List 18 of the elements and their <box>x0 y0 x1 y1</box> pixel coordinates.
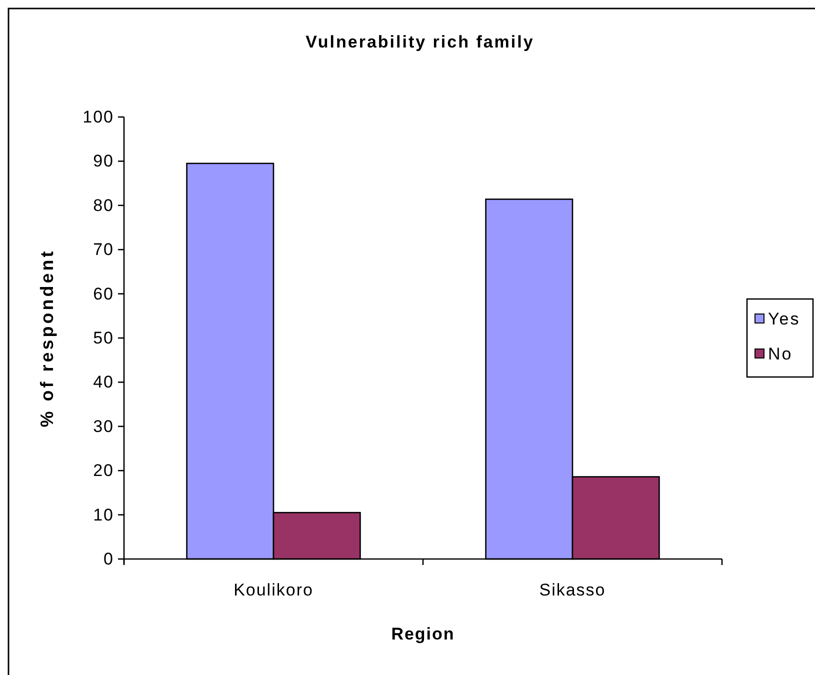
legend-label: Yes <box>768 310 800 328</box>
legend-label: No <box>768 344 793 364</box>
y-tick-label: 70 <box>93 240 114 260</box>
y-tick-label: 10 <box>93 505 114 524</box>
y-axis-title: % of respondent <box>37 248 57 428</box>
x-tick-label: Sikasso <box>539 580 606 600</box>
y-tick-label: 90 <box>93 152 114 171</box>
y-tick-label: 80 <box>93 196 114 215</box>
chart-title: Vulnerability rich family <box>306 32 534 52</box>
x-tick-label: Koulikoro <box>234 580 314 600</box>
x-axis-title: Region <box>391 624 455 644</box>
y-tick-label: 40 <box>93 372 114 392</box>
y-tick-label: 30 <box>93 416 114 436</box>
y-tick-label: 60 <box>93 284 114 304</box>
y-tick-label: 20 <box>93 461 114 480</box>
y-tick-label: 100 <box>82 108 114 126</box>
y-tick-label: 50 <box>93 328 114 348</box>
y-tick-label: 0 <box>104 550 114 568</box>
